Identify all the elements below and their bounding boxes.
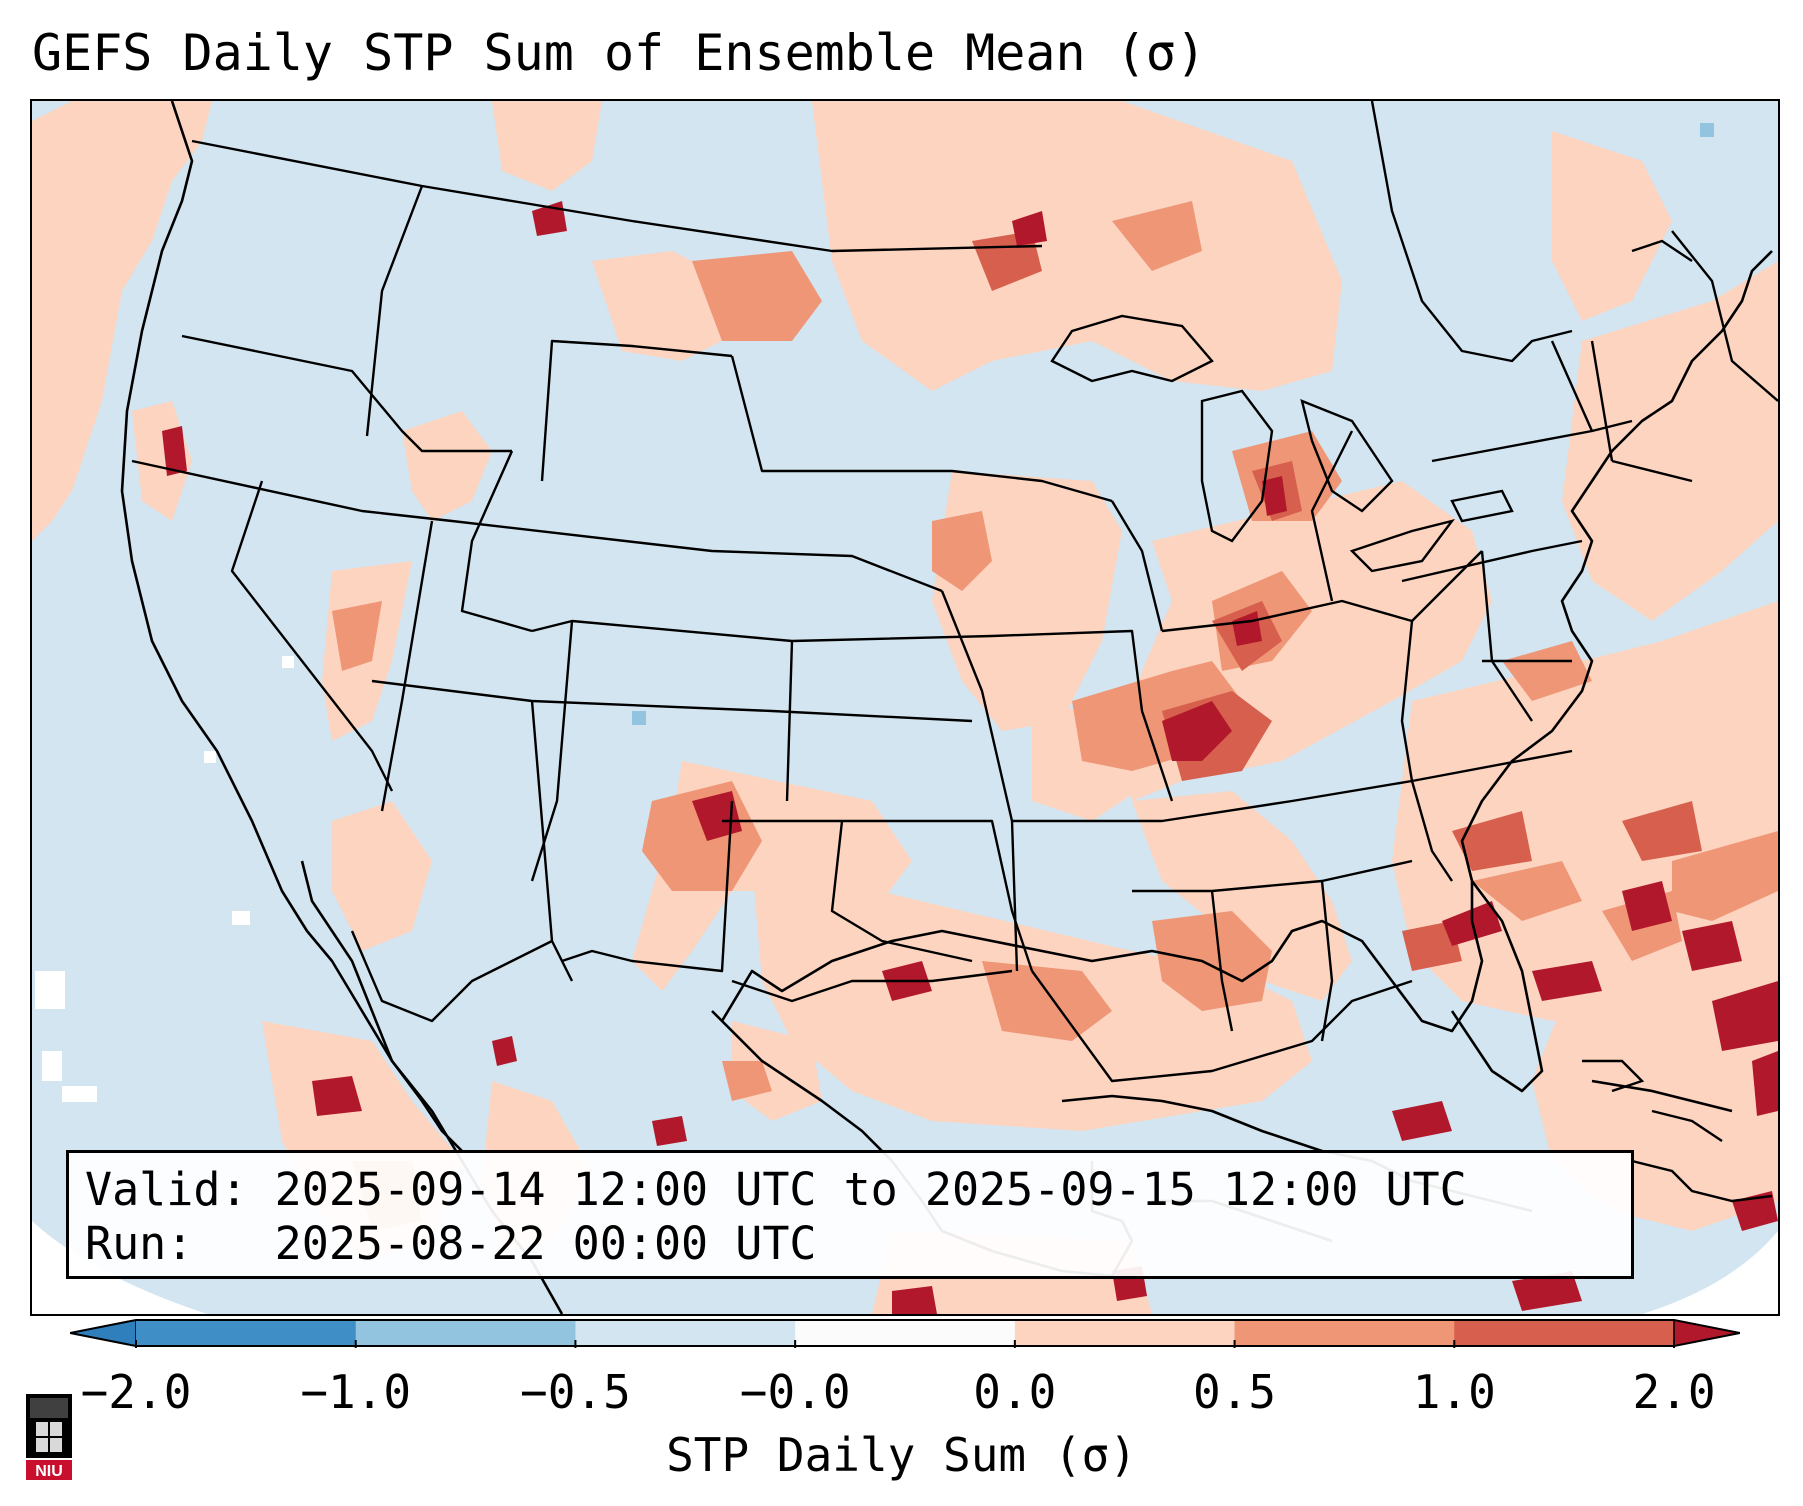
logo-text: NIU bbox=[35, 1463, 63, 1480]
map-panel bbox=[30, 99, 1780, 1316]
colorbar-segment-5 bbox=[1234, 1320, 1455, 1346]
colorbar-segment-2 bbox=[575, 1320, 796, 1346]
stp-map bbox=[32, 101, 1778, 1314]
colorbar-segment-6 bbox=[1454, 1320, 1675, 1346]
colorbar-segment-4 bbox=[1014, 1320, 1236, 1346]
great-lakes bbox=[1050, 314, 1514, 573]
valid-time-range: 2025-09-14 12:00 UTC to 2025-09-15 12:00… bbox=[274, 1163, 1467, 1216]
colorbar-tick-label: −0.5 bbox=[520, 1365, 631, 1419]
colorbar-label: STP Daily Sum (σ) bbox=[666, 1428, 1137, 1482]
colorbar-segment-0 bbox=[136, 1320, 357, 1346]
colorbar-tick-label: 1.0 bbox=[1412, 1365, 1496, 1419]
logo-banner bbox=[26, 1460, 72, 1480]
colorbar-extend-high bbox=[1673, 1319, 1740, 1347]
valid-run-info-box: Valid: 2025-09-14 12:00 UTC to 2025-09-1… bbox=[66, 1150, 1634, 1279]
projection-edge-bottom-right bbox=[1642, 1231, 1778, 1314]
colorbar-tick-label: −0.0 bbox=[739, 1365, 851, 1419]
colorbar-extend-low bbox=[70, 1319, 137, 1347]
colorbar-segment-1 bbox=[355, 1320, 576, 1346]
stp-shading-negative bbox=[632, 123, 1714, 725]
run-time: 2025-08-22 00:00 UTC bbox=[274, 1217, 817, 1270]
valid-label: Valid: bbox=[85, 1163, 248, 1216]
caribbean-islands bbox=[1582, 1059, 1773, 1203]
niu-logo: NIU bbox=[26, 1394, 72, 1480]
colorbar-tick-label: −1.0 bbox=[300, 1365, 412, 1419]
colorbar bbox=[70, 1319, 1740, 1348]
colorbar-tick-label: 0.5 bbox=[1193, 1365, 1277, 1419]
projection-edge-bottom-left bbox=[32, 1221, 207, 1314]
colorbar-tick-label: 0.0 bbox=[973, 1365, 1057, 1419]
colorbar-tick-label: −2.0 bbox=[80, 1365, 192, 1419]
run-label: Run: bbox=[85, 1217, 194, 1270]
colorbar-tick-label: 2.0 bbox=[1632, 1365, 1716, 1419]
political-boundaries bbox=[131, 101, 1778, 1083]
chart-title: GEFS Daily STP Sum of Ensemble Mean (σ) bbox=[32, 24, 1206, 82]
colorbar-segment-3 bbox=[795, 1320, 1016, 1346]
